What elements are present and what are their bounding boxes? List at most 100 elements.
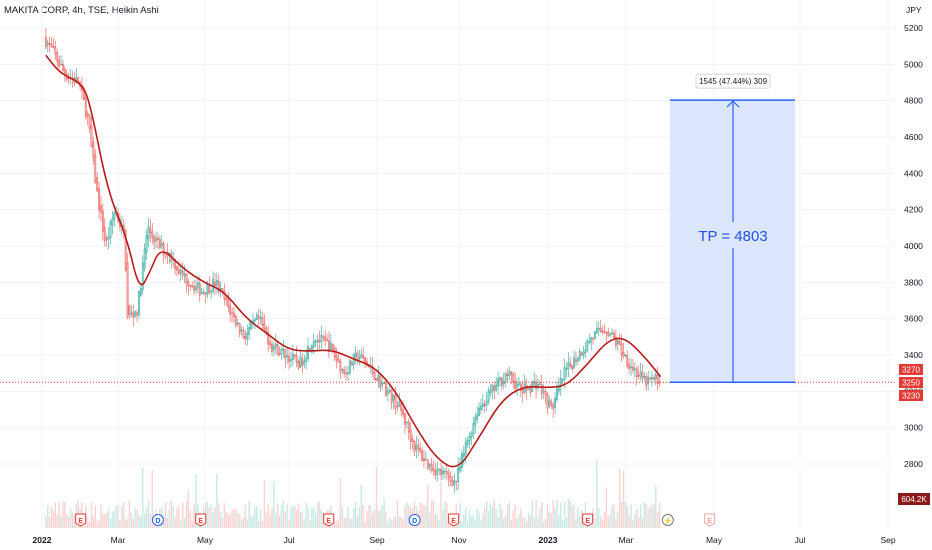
dividend-event-marker[interactable]: D — [151, 514, 164, 526]
time-axis[interactable]: 2022 Mar May Jul Sep Nov 2023 Mar May Jul Sep — [33, 535, 896, 545]
candle-body — [582, 351, 585, 356]
candle-body — [569, 363, 572, 366]
volume-bar — [552, 500, 554, 528]
volume-bar — [579, 516, 581, 528]
volume-bar — [385, 512, 387, 528]
candle-body — [145, 235, 148, 253]
volume-bar — [571, 506, 573, 528]
dividend-event-marker[interactable]: D — [408, 514, 421, 526]
volume-bar — [318, 501, 321, 528]
candle-body — [635, 368, 638, 378]
split-event-marker[interactable]: ⚡ — [661, 514, 674, 526]
volume-bar — [626, 506, 628, 528]
dividend-icon — [151, 514, 164, 526]
candle-body — [451, 480, 454, 486]
volume-bar — [212, 511, 214, 528]
price-tick-label: 5000 — [904, 59, 923, 69]
earnings-event-marker[interactable]: E — [323, 513, 335, 527]
target-projection[interactable]: TP = 4803 1545 (47.44%) 309 — [670, 73, 795, 383]
candle-body — [185, 274, 188, 284]
volume-bar — [491, 507, 494, 528]
candle-body — [303, 360, 306, 365]
candle-body — [257, 315, 260, 319]
candle-body — [504, 372, 507, 383]
volume-bar — [605, 487, 608, 528]
volume-bar — [151, 470, 153, 528]
candle-body — [124, 229, 127, 271]
volume-bar — [573, 504, 575, 528]
volume-bar — [436, 514, 438, 528]
volume-bar — [52, 510, 55, 528]
earnings-event-marker[interactable]: E — [195, 513, 207, 527]
candle-body — [371, 365, 374, 374]
volume-bar — [596, 459, 598, 528]
candle-body — [96, 177, 99, 192]
candle-body — [295, 355, 298, 363]
candle-body — [94, 154, 97, 184]
earnings-event-marker[interactable]: E — [75, 513, 87, 527]
volume-bar — [174, 517, 176, 528]
candle-body — [333, 348, 336, 358]
candle-body — [158, 239, 161, 248]
volume-bar — [94, 505, 96, 528]
candle-body — [44, 36, 47, 47]
time-tick-label: May — [197, 535, 214, 545]
candle-body — [607, 332, 610, 336]
volume-bar — [512, 510, 514, 528]
volume-bar — [273, 481, 275, 528]
volume-bar — [599, 515, 602, 528]
candle-body — [101, 210, 104, 232]
volume-bar — [229, 515, 231, 528]
volume-bar — [377, 509, 380, 528]
candle-body — [436, 468, 439, 475]
volume-bar — [404, 505, 406, 528]
volume-bar — [305, 502, 307, 528]
volume-bar — [560, 502, 562, 528]
candle-body — [466, 440, 469, 445]
volume-bar — [430, 501, 433, 528]
candle-body — [428, 463, 431, 467]
candle-body — [293, 355, 296, 357]
earnings-event-marker[interactable]: E — [448, 513, 460, 527]
volume-bar — [181, 502, 184, 528]
candle-body — [586, 340, 589, 351]
price-axis[interactable]: 2800300032003400360038004000420044004600… — [904, 23, 923, 469]
candle-body — [155, 237, 157, 242]
candle-body — [595, 328, 598, 334]
earnings-event-marker[interactable]: E — [582, 513, 594, 527]
volume-bar — [615, 518, 617, 528]
candle-body — [599, 328, 602, 332]
volume-bar — [632, 520, 634, 528]
candle-body — [430, 464, 433, 471]
volume-bar — [611, 505, 613, 528]
price-tick-label: 2800 — [904, 459, 923, 469]
candle-body — [217, 281, 220, 292]
candle-body — [179, 269, 182, 274]
candle-body — [459, 466, 461, 471]
volume-bar — [335, 520, 338, 528]
volume-bar — [520, 508, 522, 528]
candle-body — [204, 291, 207, 295]
volume-bar — [368, 505, 370, 528]
event-symbol: D — [155, 518, 160, 525]
candle-body — [307, 345, 309, 360]
candle-body — [128, 306, 131, 315]
volume-bar — [210, 505, 212, 528]
volume-bar — [257, 520, 260, 528]
volume-bar — [425, 505, 427, 528]
candle-body — [411, 438, 414, 442]
volume-bar — [381, 506, 383, 528]
earnings-event-marker[interactable]: E — [704, 513, 716, 527]
event-markers[interactable]: E D E E D E E ⚡ E — [75, 513, 716, 527]
event-symbol: E — [326, 518, 331, 525]
candle-body — [614, 336, 617, 346]
candle-body — [189, 284, 192, 287]
volume-bar — [256, 505, 258, 528]
candle-body — [210, 290, 213, 293]
volume-bar — [88, 521, 91, 528]
candle-body — [472, 423, 475, 435]
volume-bar — [535, 500, 537, 528]
candle-body — [632, 366, 634, 371]
candle-body — [519, 383, 522, 391]
